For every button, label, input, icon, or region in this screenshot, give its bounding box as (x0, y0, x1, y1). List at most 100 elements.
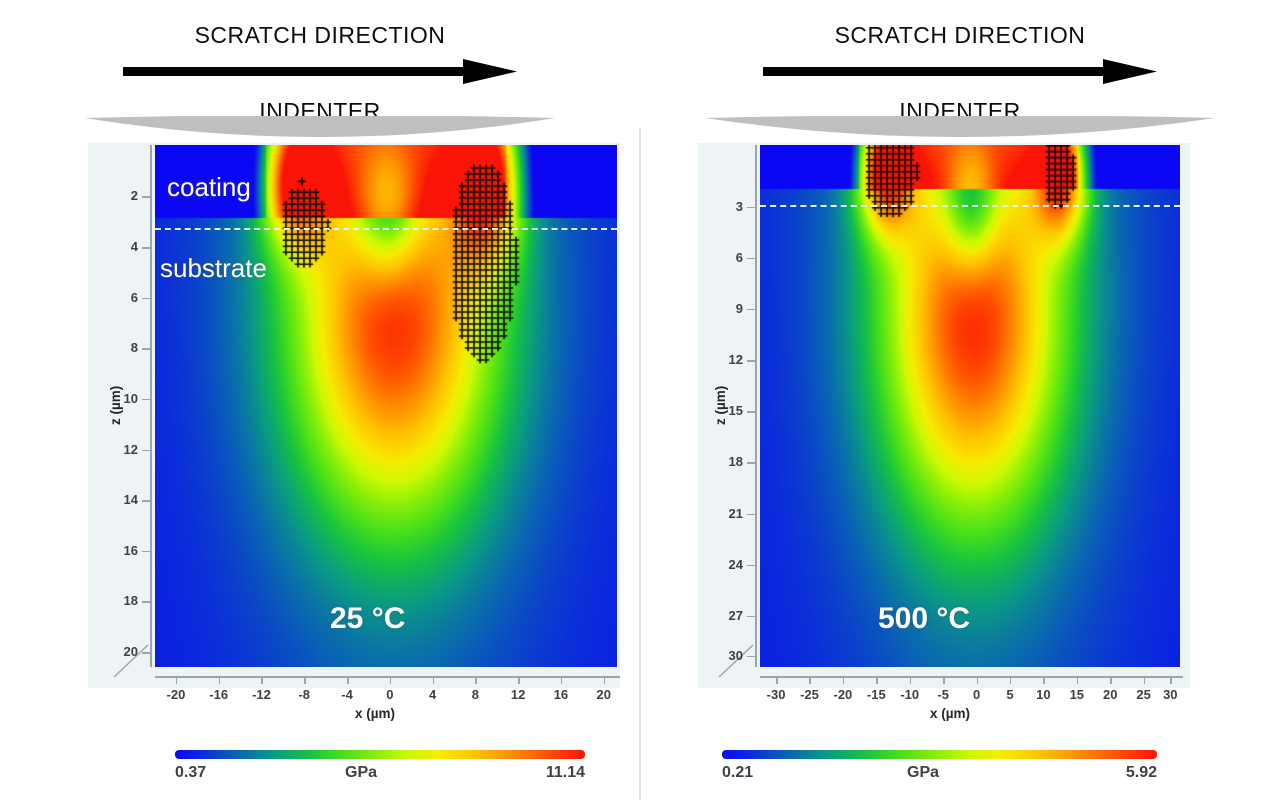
y-tick-left-2 (142, 297, 150, 300)
x-tick-right-11 (1143, 676, 1146, 684)
scratch-direction-label-right: SCRATCH DIRECTION (834, 22, 1086, 48)
y-tick-right-3 (747, 360, 755, 362)
y-tick-left-6 (142, 500, 150, 502)
x-tick-right-6 (976, 676, 979, 684)
x-tick-right-12 (1170, 676, 1172, 684)
y-axis-title-right: z (µm) (713, 385, 728, 425)
panel-25c: SCRATCH DIRECTION INDENTER (0, 22, 640, 153)
x-tick-right-9 (1076, 676, 1079, 684)
y-tick-right-6 (747, 513, 755, 516)
x-tick-left-3 (304, 676, 306, 684)
x-tick-label-left-10: 20 (596, 687, 611, 702)
x-tick-label-right-3: -15 (866, 687, 886, 702)
x-tick-right-2 (842, 676, 845, 684)
x-tick-label-left-6: 4 (428, 687, 437, 702)
y-tick-label-left-0: 2 (130, 188, 138, 204)
x-tick-left-0 (175, 676, 178, 684)
y-tick-label-right-0: 3 (735, 198, 743, 214)
x-tick-label-left-5: 0 (386, 687, 394, 702)
colorbar-min-left: 0.37 (175, 764, 207, 781)
colorbar-max-right: 5.92 (1125, 764, 1157, 781)
x-tick-right-10 (1110, 676, 1112, 684)
colorbar-unit-right: GPa (907, 764, 940, 781)
x-tick-label-right-0: -30 (766, 687, 786, 702)
y-tick-left-7 (142, 550, 150, 553)
contour-plot-25c (155, 145, 617, 667)
panel-500c: SCRATCH DIRECTION INDENTER (640, 0, 1280, 800)
y-tick-label-right-5: 18 (728, 454, 743, 470)
x-tick-left-8 (518, 676, 520, 684)
x-tick-left-2 (261, 676, 263, 684)
indenter-shape-left (85, 115, 555, 153)
x-tick-label-right-11: 25 (1136, 687, 1151, 702)
y-tick-right-9 (747, 655, 755, 658)
y-tick-label-left-5: 12 (123, 441, 138, 457)
x-tick-right-8 (1043, 676, 1045, 684)
panel-divider (639, 128, 641, 800)
x-tick-right-1 (809, 676, 811, 684)
y-tick-label-right-6: 21 (728, 505, 743, 521)
x-tick-label-left-8: 12 (510, 687, 526, 702)
x-tick-label-right-2: -20 (833, 687, 853, 702)
y-tick-label-left-8: 18 (123, 593, 138, 609)
x-tick-right-0 (776, 676, 778, 684)
x-tick-left-4 (347, 676, 349, 684)
y-tick-left-4 (142, 398, 150, 401)
y-tick-left-5 (142, 449, 150, 452)
y-tick-label-left-1: 4 (130, 239, 138, 255)
x-tick-label-right-5: -5 (937, 687, 949, 702)
x-tick-label-left-0: -20 (166, 687, 186, 702)
axis-break-left (112, 643, 152, 679)
y-axis-title-left: z (µm) (108, 385, 123, 425)
x-tick-label-right-1: -25 (800, 687, 819, 702)
x-tick-label-right-8: 10 (1036, 687, 1051, 702)
x-tick-right-7 (1009, 676, 1012, 684)
y-tick-label-right-9: 30 (728, 647, 743, 663)
x-tick-left-9 (560, 676, 563, 684)
contour-plot-500c (760, 145, 1180, 667)
colorbar-min-right: 0.21 (722, 764, 754, 781)
x-tick-left-1 (218, 676, 221, 684)
x-tick-left-5 (389, 676, 392, 684)
x-tick-label-right-7: 5 (1006, 687, 1014, 702)
x-tick-label-left-9: 16 (553, 687, 569, 702)
y-tick-label-right-7: 24 (728, 556, 743, 572)
y-tick-right-1 (747, 257, 755, 260)
x-tick-left-6 (432, 676, 435, 684)
indenter-shape-right (705, 115, 1215, 153)
y-tick-left-9 (142, 652, 150, 654)
x-tick-label-left-4: -4 (341, 687, 353, 702)
y-axis-line-left (150, 145, 152, 667)
y-tick-left-1 (142, 247, 150, 249)
colorbar-max-left: 11.14 (545, 764, 585, 781)
x-tick-left-7 (475, 676, 477, 684)
x-tick-label-right-12: 30 (1163, 687, 1178, 702)
x-axis-line-left (155, 676, 620, 678)
colorbar-gradient-left (175, 750, 585, 759)
y-tick-left-8 (142, 601, 150, 603)
y-tick-left-3 (142, 348, 150, 350)
y-axis-line-right (755, 145, 757, 667)
y-tick-right-0 (747, 206, 755, 209)
x-tick-right-4 (909, 676, 912, 684)
y-tick-left-0 (142, 196, 150, 198)
x-tick-left-10 (603, 676, 606, 684)
y-tick-label-right-8: 27 (728, 607, 743, 623)
x-tick-label-left-3: -8 (298, 687, 311, 702)
x-axis-title-right: x (µm) (930, 706, 971, 721)
y-tick-label-left-2: 6 (130, 289, 138, 305)
y-tick-right-2 (747, 308, 755, 311)
y-tick-label-right-1: 6 (735, 249, 743, 265)
y-tick-label-right-3: 12 (728, 352, 743, 368)
x-tick-label-left-1: -16 (209, 687, 229, 702)
y-tick-right-5 (747, 462, 755, 464)
colorbar-gradient-right (722, 750, 1157, 759)
y-tick-label-right-4: 15 (728, 403, 743, 419)
x-tick-label-right-4: -10 (900, 687, 920, 702)
y-tick-label-left-7: 16 (123, 542, 138, 558)
x-tick-label-left-2: -12 (252, 687, 271, 702)
x-axis-line-right (760, 676, 1183, 678)
colorbar-unit-left: GPa (345, 764, 378, 781)
scratch-direction-arrow-left (0, 58, 640, 86)
